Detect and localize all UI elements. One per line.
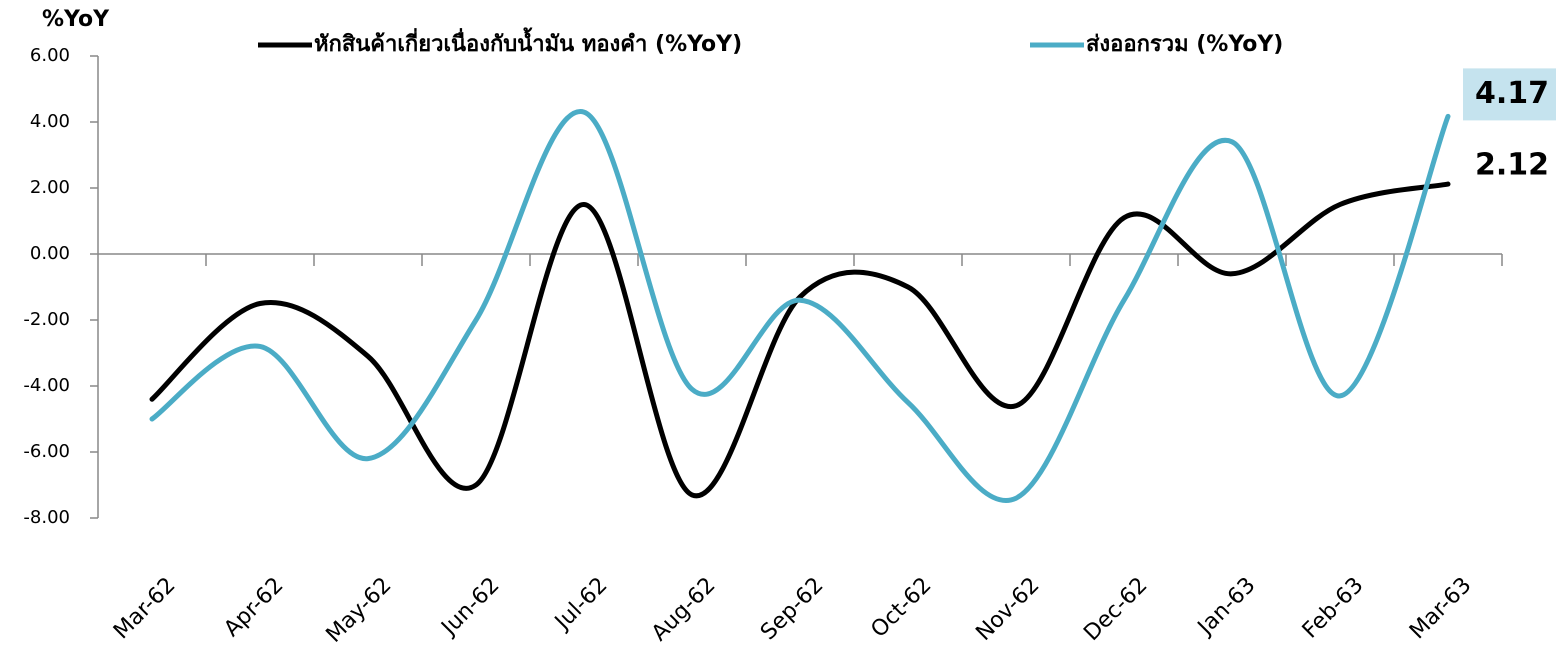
y-axis-label: %YoY — [42, 7, 110, 32]
data-label: 2.12 — [1475, 148, 1549, 183]
x-tick-label: Mar-62 — [109, 573, 180, 644]
x-tick-label: Jul-62 — [549, 573, 612, 636]
y-tick-label: 0.00 — [30, 243, 70, 264]
x-tick-label: Sep-62 — [756, 573, 828, 645]
y-tick-label: -8.00 — [23, 507, 70, 528]
x-tick-label: Dec-62 — [1079, 573, 1152, 646]
x-tick-label: Apr-62 — [219, 573, 288, 642]
y-tick-label: -6.00 — [23, 441, 70, 462]
x-tick-label: Feb-63 — [1298, 573, 1369, 644]
x-tick-label: Oct-62 — [866, 573, 936, 643]
y-tick-label: 2.00 — [30, 177, 70, 198]
data-label: 4.17 — [1475, 76, 1549, 111]
x-tick-label: Aug-62 — [647, 573, 720, 646]
x-tick-label: Mar-63 — [1405, 573, 1476, 644]
series-line — [149, 181, 1451, 499]
x-tick-label: Jan-63 — [1192, 573, 1260, 641]
y-tick-label: -4.00 — [23, 375, 70, 396]
label-box — [1463, 68, 1556, 121]
y-tick-label: -2.00 — [23, 309, 70, 330]
series-line — [149, 109, 1451, 503]
x-tick-label: Jun-62 — [436, 573, 505, 642]
legend-label: ส่งออกรวม (%YoY) — [1086, 32, 1283, 57]
x-tick-label: Nov-62 — [971, 573, 1044, 646]
legend-label: หักสินค้าเกี่ยวเนื่องกับน้ำมัน ทองคำ (%Y… — [314, 27, 742, 57]
y-tick-label: 6.00 — [30, 45, 70, 66]
x-tick-label: May-62 — [322, 573, 397, 648]
y-tick-label: 4.00 — [30, 111, 70, 132]
